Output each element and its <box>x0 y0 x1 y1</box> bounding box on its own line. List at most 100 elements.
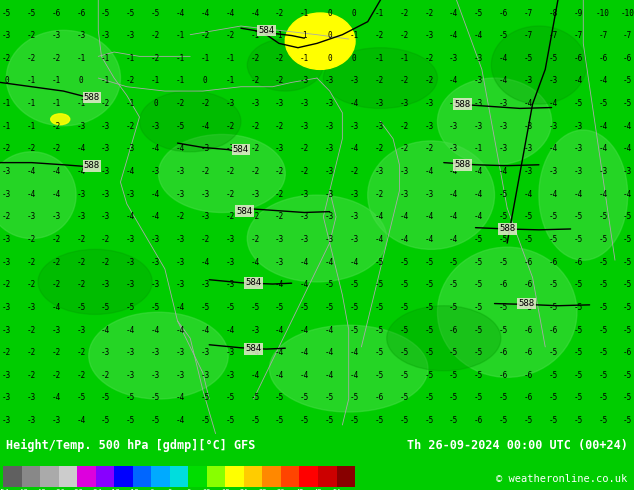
Text: 0: 0 <box>168 489 172 490</box>
Text: -3: -3 <box>399 167 408 176</box>
Text: -5: -5 <box>151 303 160 312</box>
Text: -5: -5 <box>573 212 583 221</box>
Text: -2: -2 <box>399 122 408 131</box>
Text: -2: -2 <box>51 122 61 131</box>
Text: -4: -4 <box>449 31 458 40</box>
Text: -3: -3 <box>548 122 558 131</box>
Text: -2: -2 <box>76 258 86 267</box>
Text: -4: -4 <box>598 122 607 131</box>
Text: -5: -5 <box>449 416 458 425</box>
Text: -4: -4 <box>151 190 160 198</box>
Text: -6: -6 <box>499 371 508 380</box>
Text: -2: -2 <box>250 54 259 63</box>
Text: -1: -1 <box>2 99 11 108</box>
Ellipse shape <box>139 91 241 152</box>
Text: -2: -2 <box>350 167 359 176</box>
Text: -3: -3 <box>226 99 235 108</box>
Text: -5: -5 <box>325 303 334 312</box>
Text: -3: -3 <box>424 122 434 131</box>
Text: -3: -3 <box>2 190 11 198</box>
Text: -4: -4 <box>126 325 135 335</box>
Text: -5: -5 <box>300 416 309 425</box>
Text: -5: -5 <box>573 393 583 402</box>
Text: -2: -2 <box>275 8 284 18</box>
Text: -2: -2 <box>2 145 11 153</box>
Text: -3: -3 <box>101 122 110 131</box>
Text: -3: -3 <box>598 167 607 176</box>
Text: -3: -3 <box>499 99 508 108</box>
Text: -5: -5 <box>126 8 135 18</box>
Text: -6: -6 <box>623 348 632 357</box>
Text: -5: -5 <box>375 348 384 357</box>
Text: -1: -1 <box>300 8 309 18</box>
Text: -4: -4 <box>51 393 61 402</box>
Text: -4: -4 <box>300 325 309 335</box>
Ellipse shape <box>38 249 152 315</box>
Text: -2: -2 <box>250 122 259 131</box>
Text: -4: -4 <box>499 167 508 176</box>
Text: -4: -4 <box>375 212 384 221</box>
Text: -5: -5 <box>350 393 359 402</box>
Text: -5: -5 <box>300 303 309 312</box>
Text: -4: -4 <box>548 145 558 153</box>
Text: -5: -5 <box>598 325 607 335</box>
Text: -5: -5 <box>598 235 607 244</box>
Text: -2: -2 <box>424 54 434 63</box>
Text: -1: -1 <box>226 54 235 63</box>
Text: -3: -3 <box>325 167 334 176</box>
Text: -3: -3 <box>375 122 384 131</box>
Text: -4: -4 <box>399 235 408 244</box>
Text: -2: -2 <box>2 348 11 357</box>
Text: -2: -2 <box>76 235 86 244</box>
Text: -4: -4 <box>548 99 558 108</box>
Text: -2: -2 <box>250 212 259 221</box>
Text: -5: -5 <box>151 416 160 425</box>
Text: -2: -2 <box>51 371 61 380</box>
Ellipse shape <box>387 306 501 371</box>
Text: -2: -2 <box>275 76 284 85</box>
Text: 584: 584 <box>245 344 262 353</box>
Text: -5: -5 <box>474 325 483 335</box>
Text: -3: -3 <box>275 99 284 108</box>
Text: -2: -2 <box>51 258 61 267</box>
Text: -5: -5 <box>573 348 583 357</box>
Text: -2: -2 <box>226 167 235 176</box>
Text: -1: -1 <box>76 99 86 108</box>
Text: -3: -3 <box>524 145 533 153</box>
Text: -3: -3 <box>76 190 86 198</box>
Text: -2: -2 <box>375 190 384 198</box>
Text: -5: -5 <box>598 303 607 312</box>
Text: -3: -3 <box>126 235 135 244</box>
Text: -6: -6 <box>548 325 558 335</box>
Text: -4: -4 <box>176 8 185 18</box>
Text: -3: -3 <box>424 99 434 108</box>
Text: -4: -4 <box>325 348 334 357</box>
Text: -5: -5 <box>449 348 458 357</box>
Text: -2: -2 <box>27 325 36 335</box>
Text: -4: -4 <box>176 145 185 153</box>
Text: -4: -4 <box>76 145 86 153</box>
Text: -3: -3 <box>27 416 36 425</box>
Text: -5: -5 <box>375 416 384 425</box>
Text: -2: -2 <box>250 167 259 176</box>
Text: -2: -2 <box>27 31 36 40</box>
Text: -1: -1 <box>375 8 384 18</box>
Text: -4: -4 <box>226 325 235 335</box>
Text: -6: -6 <box>51 8 61 18</box>
Bar <box>77 466 96 487</box>
Bar <box>281 466 299 487</box>
Bar <box>262 466 281 487</box>
Ellipse shape <box>437 78 552 165</box>
Ellipse shape <box>0 152 76 239</box>
Text: -6: -6 <box>623 54 632 63</box>
Text: -5: -5 <box>101 8 110 18</box>
Text: -3: -3 <box>151 280 160 289</box>
Text: 1: 1 <box>302 31 307 40</box>
Text: -5: -5 <box>126 303 135 312</box>
Text: -24: -24 <box>89 489 102 490</box>
Text: -5: -5 <box>598 280 607 289</box>
Text: -6: -6 <box>449 325 458 335</box>
Text: -3: -3 <box>250 325 259 335</box>
Text: -1: -1 <box>27 99 36 108</box>
Text: -2: -2 <box>226 31 235 40</box>
